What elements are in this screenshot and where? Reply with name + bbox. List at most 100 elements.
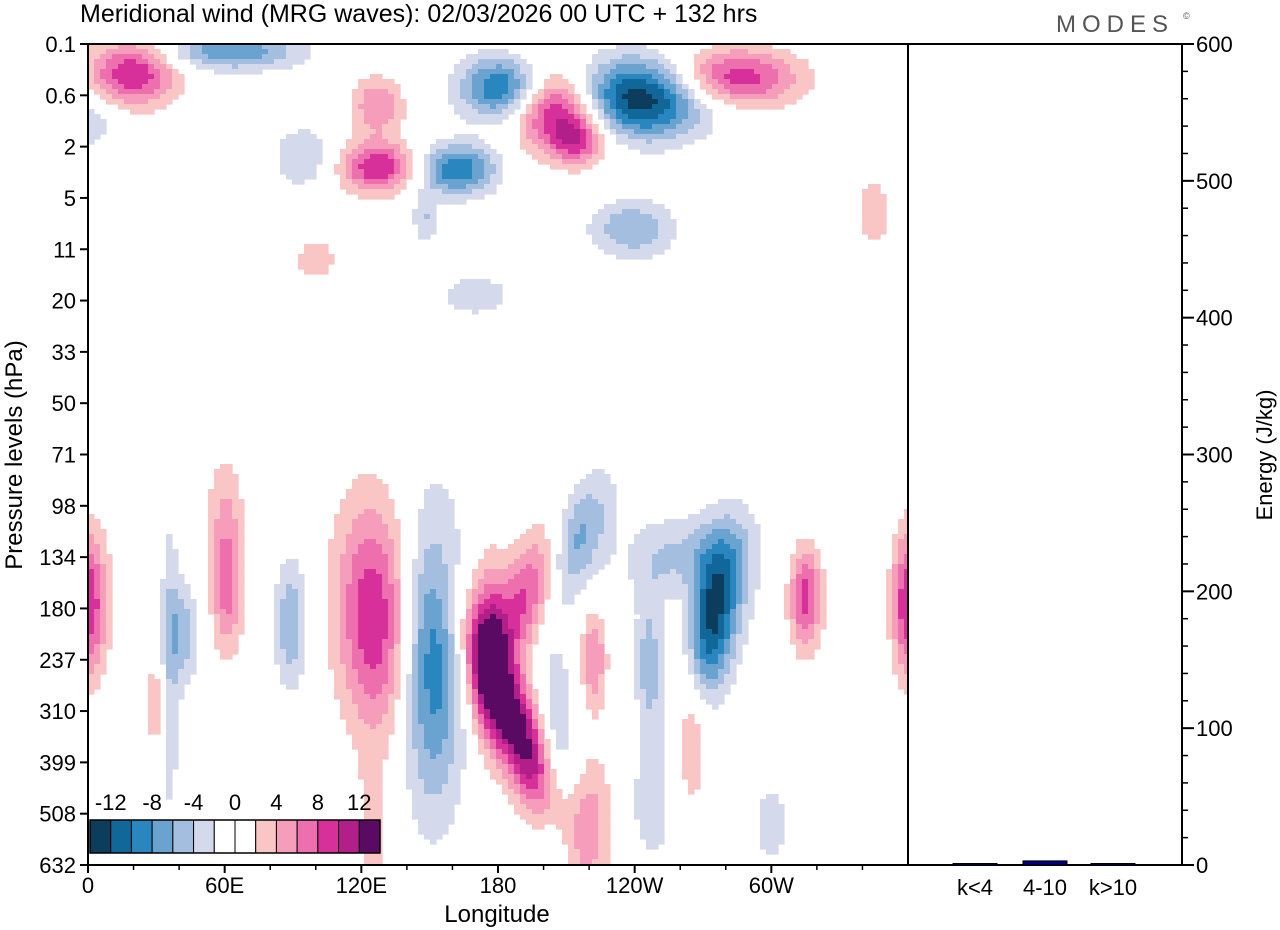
field-cell [466,664,473,670]
field-cell [430,559,437,565]
field-cell [166,594,173,600]
field-cell [286,64,293,70]
field-cell [364,664,371,670]
field-cell [166,719,173,725]
field-cell [370,664,377,670]
field-cell [580,159,587,165]
field-cell [664,234,671,240]
field-cell [562,509,569,515]
field-cell [460,624,467,630]
field-cell [646,244,653,250]
field-cell [88,634,95,640]
field-cell [166,654,173,660]
field-cell [292,609,299,615]
field-cell [634,534,641,540]
field-cell [484,284,491,290]
field-cell [358,744,365,750]
field-cell [490,584,497,590]
field-cell [520,549,527,555]
field-cell [508,559,515,565]
field-cell [652,634,659,640]
field-cell [580,839,587,845]
field-cell [598,229,605,235]
field-cell [598,489,605,495]
field-cell [568,544,575,550]
field-cell [190,624,197,630]
field-cell [682,549,689,555]
field-cell [550,779,557,785]
field-cell [340,654,347,660]
field-cell [88,664,95,670]
field-cell [88,524,95,530]
field-cell [214,579,221,585]
field-cell [574,589,581,595]
field-cell [406,754,413,760]
field-cell [484,609,491,615]
field-cell [622,204,629,210]
field-cell [538,729,545,735]
field-cell [412,619,419,625]
field-cell [670,124,677,130]
field-cell [412,589,419,595]
field-cell [232,569,239,575]
field-cell [322,264,329,270]
field-cell [412,709,419,715]
field-cell [550,689,557,695]
field-cell [592,484,599,490]
field-cell [436,709,443,715]
field-cell [112,74,119,80]
field-cell [646,714,653,720]
field-cell [352,594,359,600]
field-cell [538,759,545,765]
field-cell [604,789,611,795]
field-cell [652,649,659,655]
field-cell [568,114,575,120]
field-cell [388,174,395,180]
field-cell [106,589,113,595]
field-cell [520,119,527,125]
field-cell [502,634,509,640]
field-cell [652,809,659,815]
field-cell [226,514,233,520]
field-cell [412,739,419,745]
field-cell [442,189,449,195]
field-cell [550,79,557,85]
field-cell [556,729,563,735]
field-cell [376,119,383,125]
field-cell [508,69,515,75]
field-cell [682,729,689,735]
field-cell [502,789,509,795]
field-cell [448,514,455,520]
field-cell [526,639,533,645]
field-cell [622,129,629,135]
field-cell [370,89,377,95]
field-cell [538,754,545,760]
field-cell [292,594,299,600]
field-cell [646,584,653,590]
field-cell [514,754,521,760]
field-cell [640,794,647,800]
field-cell [430,764,437,770]
field-cell [616,204,623,210]
field-cell [586,74,593,80]
field-cell [688,614,695,620]
field-cell [262,59,269,65]
field-cell [652,129,659,135]
field-cell [388,724,395,730]
field-cell [586,119,593,125]
field-cell [670,94,677,100]
field-cell [664,584,671,590]
field-cell [550,769,557,775]
field-cell [412,804,419,810]
field-cell [532,634,539,640]
field-cell [502,684,509,690]
field-cell [88,559,95,565]
field-cell [646,764,653,770]
field-cell [496,159,503,165]
field-cell [346,509,353,515]
field-cell [664,129,671,135]
field-cell [664,89,671,95]
field-cell [592,239,599,245]
field-cell [226,49,233,55]
field-cell [598,529,605,535]
